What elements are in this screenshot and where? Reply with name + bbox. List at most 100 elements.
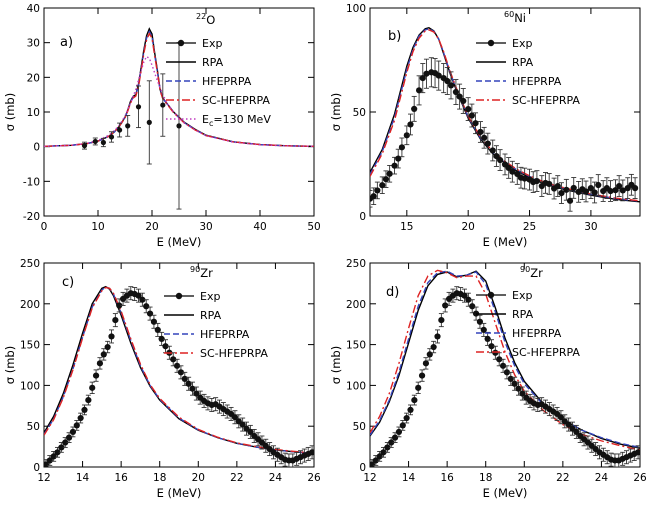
- chart-panel-2: 15 20 25 30 0 50 100 E (MeV) σ (mb) b) 60Ni Exp RPA H…: [329, 3, 641, 249]
- panel-label: c): [62, 275, 74, 290]
- legend-label: HFEPRPA: [202, 75, 252, 88]
- exp-point: [507, 375, 514, 382]
- exp-point: [92, 138, 98, 145]
- exp-point: [81, 406, 88, 413]
- exp-point: [616, 182, 623, 190]
- exp-point: [557, 414, 565, 421]
- nucleus-symbol: Zr: [530, 266, 543, 280]
- exp-point: [430, 343, 437, 351]
- x-tick-label: 40: [253, 221, 266, 233]
- legend-entry: HFEPRPA: [476, 327, 562, 340]
- y-tick-label: 10: [27, 107, 40, 119]
- x-tick-label: 25: [523, 221, 536, 233]
- legend-entry: Ec=130 MeV: [166, 113, 271, 128]
- exp-point: [438, 317, 445, 324]
- exp-point: [407, 121, 414, 128]
- y-tick-label: 0: [359, 211, 366, 223]
- x-axis-label: E (MeV): [157, 235, 202, 249]
- exp-point: [46, 457, 53, 464]
- exp-point: [488, 343, 495, 350]
- exp-point: [435, 72, 442, 79]
- legend-label: SC-HFEPRPA: [200, 347, 268, 360]
- legend-marker: [175, 292, 183, 300]
- y-tick-label: -20: [23, 211, 40, 223]
- exp-point: [631, 185, 639, 192]
- exp-point: [434, 333, 441, 340]
- y-tick-label: 250: [346, 258, 366, 270]
- nucleus-mass: 90: [190, 265, 200, 274]
- exp-point: [108, 134, 115, 140]
- exp-point: [607, 187, 614, 195]
- exp-point: [112, 317, 119, 324]
- exp-point: [619, 187, 626, 194]
- x-axis-label: E (MeV): [483, 486, 528, 500]
- exp-point: [521, 175, 528, 182]
- exp-point: [69, 428, 77, 436]
- legend-entry: Exp: [164, 290, 220, 303]
- x-tick-label: 26: [307, 472, 321, 484]
- plot-frame: [369, 262, 641, 468]
- exp-point: [481, 134, 488, 141]
- exp-point: [591, 189, 598, 196]
- x-tick-label: 15: [400, 221, 413, 233]
- exp-point: [181, 375, 188, 382]
- exp-point: [460, 97, 467, 105]
- exp-point: [496, 156, 504, 164]
- legend-entry: Exp: [476, 289, 532, 302]
- y-tick-label: 50: [353, 421, 366, 433]
- exp-point: [388, 439, 395, 446]
- exp-point: [247, 428, 254, 436]
- x-tick-label: 26: [633, 472, 647, 484]
- legend-label: HFEPRPA: [512, 327, 562, 340]
- exp-point: [469, 303, 476, 310]
- exp-point: [426, 351, 433, 358]
- legend-label: RPA: [202, 56, 224, 69]
- legend-entry: Exp: [476, 37, 532, 50]
- exp-point: [484, 140, 491, 147]
- y-tick-label: 50: [27, 421, 40, 433]
- exp-point: [160, 102, 166, 108]
- exp-point: [372, 457, 379, 464]
- exp-point: [391, 434, 399, 441]
- exp-point: [558, 190, 565, 197]
- x-tick-label: 18: [479, 472, 492, 484]
- exp-point: [511, 380, 518, 387]
- x-tick-label: 12: [37, 472, 50, 484]
- exp-point: [403, 414, 410, 422]
- exp-point: [77, 414, 84, 422]
- exp-point: [162, 343, 169, 350]
- exp-point: [456, 93, 463, 100]
- exp-point: [62, 439, 69, 446]
- nucleus-mass: 60: [504, 10, 514, 19]
- exp-point: [515, 385, 522, 392]
- exp-point: [595, 181, 602, 189]
- legend-entry: SC-HFEPRPA: [476, 346, 580, 359]
- x-tick-label: 22: [230, 472, 243, 484]
- exp-point: [468, 112, 475, 119]
- y-axis-label: σ (mb): [3, 93, 17, 131]
- exp-point: [158, 335, 165, 342]
- y-tick-label: 100: [346, 380, 366, 392]
- exp-point: [96, 360, 104, 367]
- legend-marker: [177, 39, 185, 47]
- x-tick-label: 14: [76, 472, 90, 484]
- exp-point: [384, 444, 391, 451]
- series-line-hfeprpa: [44, 286, 314, 455]
- exp-point: [533, 177, 541, 185]
- x-tick-label: 50: [307, 221, 320, 233]
- exp-point: [476, 318, 484, 325]
- exp-point: [587, 185, 595, 192]
- exp-point: [146, 310, 154, 317]
- legend-entry: HFEPRPA: [476, 75, 562, 88]
- exp-point: [447, 82, 455, 89]
- legend-label: Exp: [202, 37, 222, 50]
- legend-entry: HFEPRPA: [166, 75, 252, 88]
- exp-point: [58, 444, 65, 451]
- y-tick-label: 0: [33, 142, 40, 154]
- legend-entry: RPA: [476, 308, 534, 321]
- exp-point: [415, 87, 423, 94]
- y-tick-label: 40: [27, 3, 40, 15]
- exp-point: [566, 197, 574, 204]
- exp-point: [150, 318, 158, 325]
